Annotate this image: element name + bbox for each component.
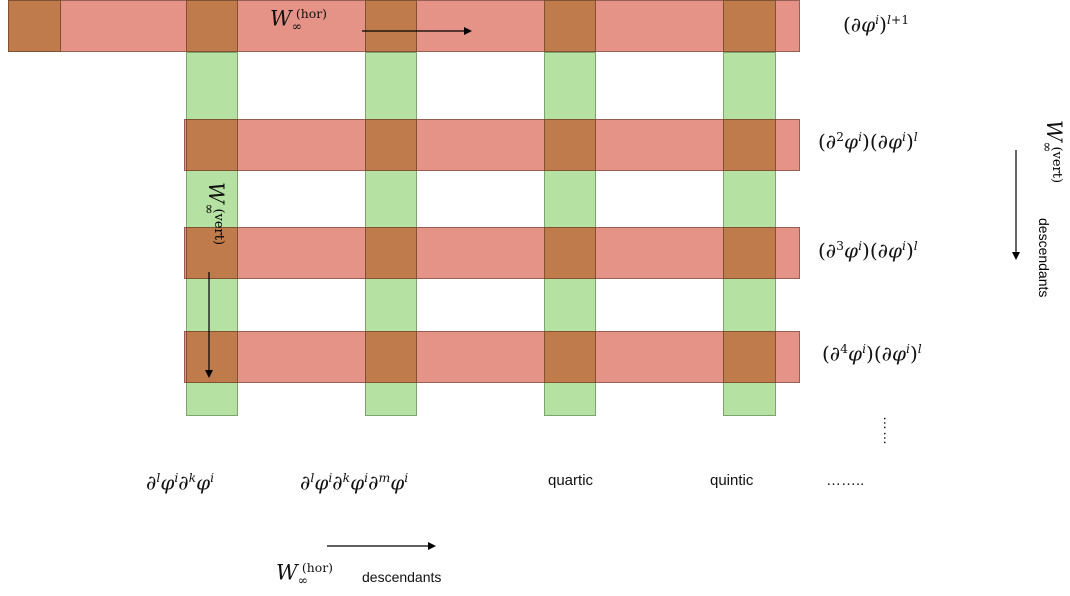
overlap-cell: [544, 119, 596, 171]
row-band-2: [184, 119, 800, 171]
overlap-cell: [723, 227, 776, 279]
overlap-cell: [544, 331, 596, 383]
row-label-2: (∂2φi)(∂φi)l: [818, 129, 918, 154]
w-vert-arrow-inner: [205, 272, 213, 378]
overlap-cell: [186, 227, 238, 279]
overlap-cell: [723, 119, 776, 171]
overlap-cell: [365, 331, 417, 383]
overlap-cell: [186, 331, 238, 383]
overlap-cell: [186, 119, 238, 171]
overlap-cell: [544, 227, 596, 279]
overlap-cell: [544, 0, 596, 52]
descendants-label-right: descendants: [1036, 218, 1052, 298]
row-band-3: [184, 227, 800, 279]
vertical-ellipsis: ……: [881, 416, 897, 446]
row-label-4: (∂4φi)(∂φi)l: [822, 341, 922, 366]
overlap-cell: [365, 119, 417, 171]
overlap-cell: [723, 0, 776, 52]
w-hor-arrow-bottom: [327, 542, 436, 550]
row-label-1: (∂φi)l+1: [843, 12, 910, 37]
w-vert-label-inner: W∞(vert): [200, 182, 228, 246]
overlap-cell: [186, 0, 238, 52]
row-band-4: [184, 331, 800, 383]
w-vert-arrow-right: [1012, 150, 1020, 260]
overlap-cell: [365, 227, 417, 279]
w-hor-arrow-top: [362, 27, 472, 35]
descendants-label-bottom: descendants: [362, 569, 442, 585]
overlap-cell: [365, 0, 417, 52]
column-label-4: quintic: [710, 472, 754, 489]
w-vert-label-right: W∞(vert): [1038, 120, 1066, 184]
w-hor-label-top: W∞(hor): [270, 6, 327, 34]
column-label-5: ……..: [826, 472, 865, 489]
overlap-cell: [723, 331, 776, 383]
row-label-3: (∂3φi)(∂φi)l: [818, 238, 918, 263]
column-label-1: ∂lφi∂kφi: [146, 470, 215, 495]
overlap-cell: [8, 0, 61, 52]
column-label-3: quartic: [548, 472, 594, 489]
column-label-2: ∂lφi∂kφi∂mφi: [300, 470, 409, 495]
w-hor-label-bottom: W∞(hor): [276, 560, 333, 588]
